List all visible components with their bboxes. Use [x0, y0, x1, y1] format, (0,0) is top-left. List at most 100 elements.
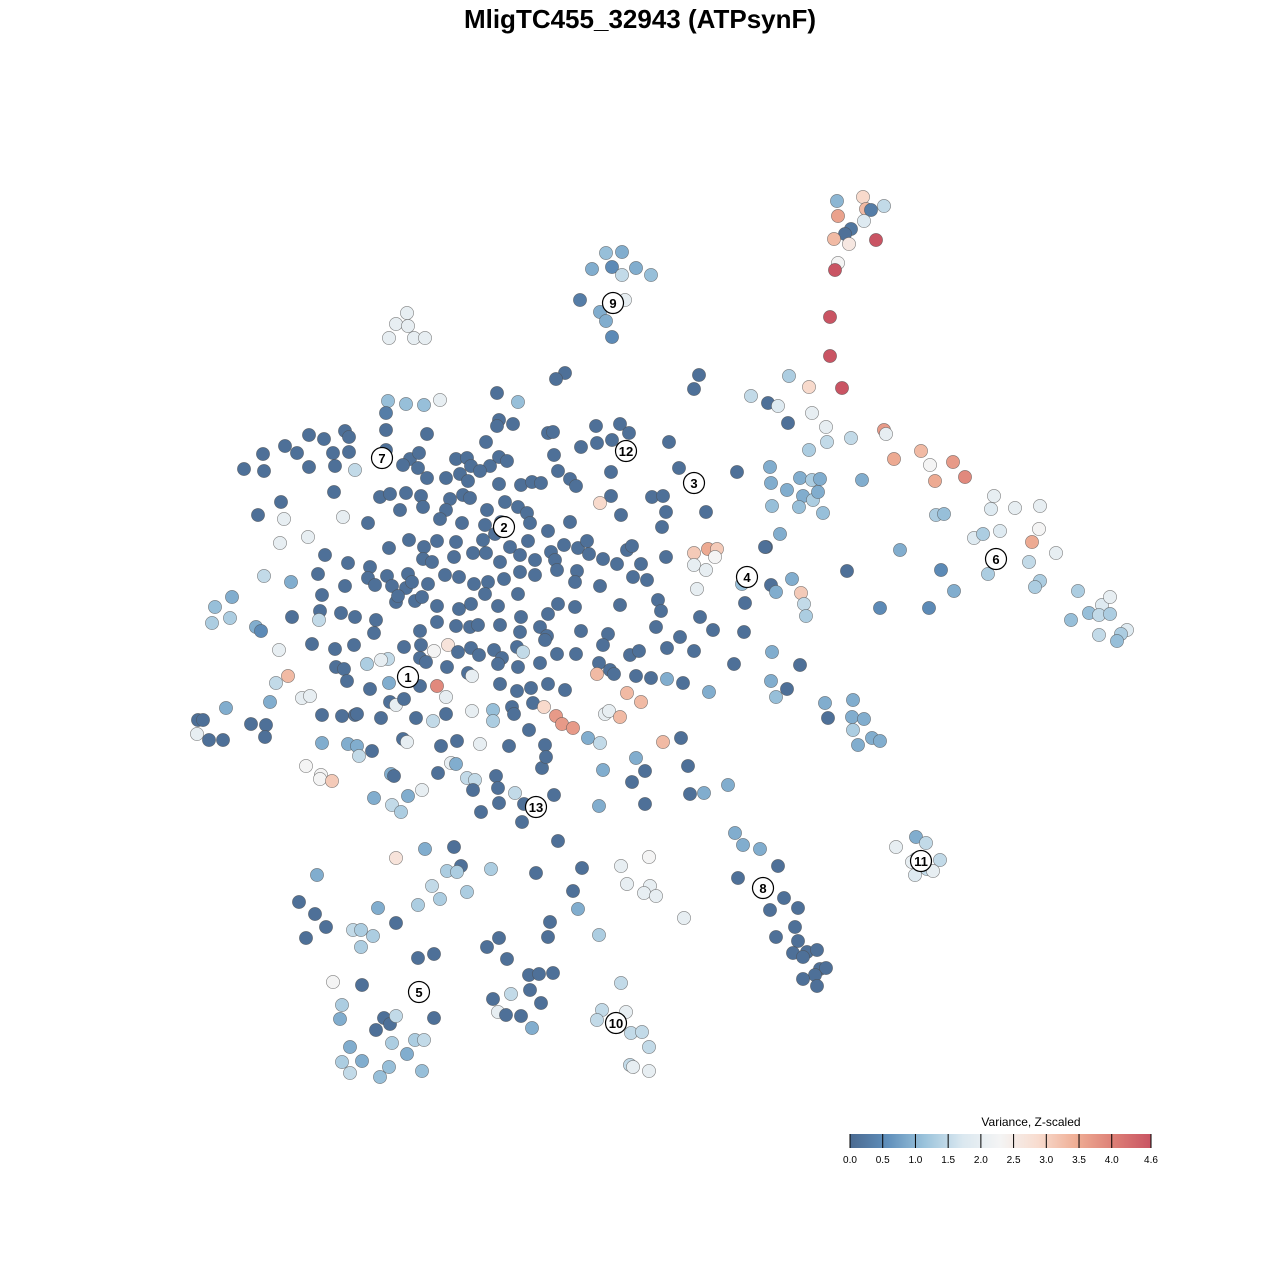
cell-point: [615, 245, 629, 259]
cell-point: [533, 656, 547, 670]
cell-point: [311, 567, 325, 581]
cell-point: [626, 570, 640, 584]
cell-point: [425, 555, 439, 569]
cell-point: [511, 660, 525, 674]
cell-point: [318, 548, 332, 562]
cell-point: [315, 708, 329, 722]
cell-point: [409, 711, 423, 725]
cell-point: [547, 788, 561, 802]
cell-point: [466, 546, 480, 560]
cell-point: [223, 611, 237, 625]
cell-point: [765, 645, 779, 659]
cell-point: [417, 1033, 431, 1047]
cell-point: [257, 464, 271, 478]
cluster-label-1: 1: [396, 665, 420, 689]
cell-point: [303, 689, 317, 703]
cell-point: [613, 710, 627, 724]
cell-point: [574, 440, 588, 454]
cell-point: [492, 477, 506, 491]
cell-point: [534, 476, 548, 490]
cell-point: [574, 624, 588, 638]
cell-point: [592, 928, 606, 942]
cell-point: [216, 733, 230, 747]
colorbar-tick-label: 4.0: [1105, 1155, 1119, 1166]
cell-point: [1092, 628, 1106, 642]
colorbar-ticks: 0.0 0.5 1.0 1.5 2.0 2.5 3.0 3.5 4.0 4.6: [843, 1134, 1158, 1166]
cell-point: [450, 734, 464, 748]
cell-point: [644, 268, 658, 282]
cluster-label-circle: [682, 471, 706, 495]
cell-point: [620, 877, 634, 891]
cell-point: [987, 489, 1001, 503]
cluster-label-text: 2: [500, 520, 507, 535]
cell-point: [569, 479, 583, 493]
cell-point: [382, 1060, 396, 1074]
cluster-label-circle: [604, 1011, 628, 1035]
cluster-label-circle: [407, 980, 431, 1004]
cell-point: [753, 842, 767, 856]
cell-point: [607, 667, 621, 681]
cell-point: [433, 393, 447, 407]
cell-point: [840, 564, 854, 578]
cell-point: [522, 723, 536, 737]
cell-point: [478, 518, 492, 532]
cell-point: [361, 516, 375, 530]
cell-point: [426, 714, 440, 728]
cell-point: [672, 461, 686, 475]
cell-point: [352, 749, 366, 763]
cell-point: [769, 585, 783, 599]
cluster-label-8: 8: [751, 876, 775, 900]
cell-point: [385, 1036, 399, 1050]
cell-point: [550, 563, 564, 577]
cell-point: [928, 474, 942, 488]
cell-point: [418, 331, 432, 345]
cell-point: [797, 597, 811, 611]
cell-point: [319, 920, 333, 934]
cell-point: [413, 624, 427, 638]
cell-point: [511, 395, 525, 409]
cell-point: [472, 648, 486, 662]
cell-point: [327, 485, 341, 499]
cell-point: [596, 638, 610, 652]
cell-point: [656, 735, 670, 749]
cell-point: [489, 769, 503, 783]
cell-point: [400, 306, 414, 320]
cell-point: [479, 546, 493, 560]
cell-point: [431, 766, 445, 780]
cell-point: [465, 704, 479, 718]
cell-point: [369, 613, 383, 627]
cell-point: [208, 600, 222, 614]
cell-point: [551, 464, 565, 478]
cell-point: [451, 645, 465, 659]
cell-point: [538, 633, 552, 647]
cluster-label-11: 11: [909, 849, 933, 873]
cell-point: [541, 607, 555, 621]
cell-point: [256, 447, 270, 461]
cell-point: [529, 866, 543, 880]
cell-point: [273, 536, 287, 550]
cell-point: [593, 496, 607, 510]
cell-point: [534, 996, 548, 1010]
cell-point: [537, 700, 551, 714]
cell-point: [615, 268, 629, 282]
cell-point: [379, 423, 393, 437]
colorbar-tick-label: 2.0: [974, 1155, 988, 1166]
cell-point: [420, 471, 434, 485]
cluster-label-9: 9: [601, 291, 625, 315]
cell-point: [425, 879, 439, 893]
cell-point: [923, 458, 937, 472]
cell-point: [490, 419, 504, 433]
cell-point: [626, 1060, 640, 1074]
cell-point: [340, 674, 354, 688]
cell-point: [434, 739, 448, 753]
cluster-label-text: 12: [619, 444, 633, 459]
cell-point: [596, 552, 610, 566]
cell-point: [563, 515, 577, 529]
cell-point: [502, 739, 516, 753]
cell-point: [401, 789, 415, 803]
cell-point: [649, 889, 663, 903]
cell-point: [507, 707, 521, 721]
cluster-label-10: 10: [604, 1011, 628, 1035]
cell-point: [593, 736, 607, 750]
cell-point: [737, 625, 751, 639]
